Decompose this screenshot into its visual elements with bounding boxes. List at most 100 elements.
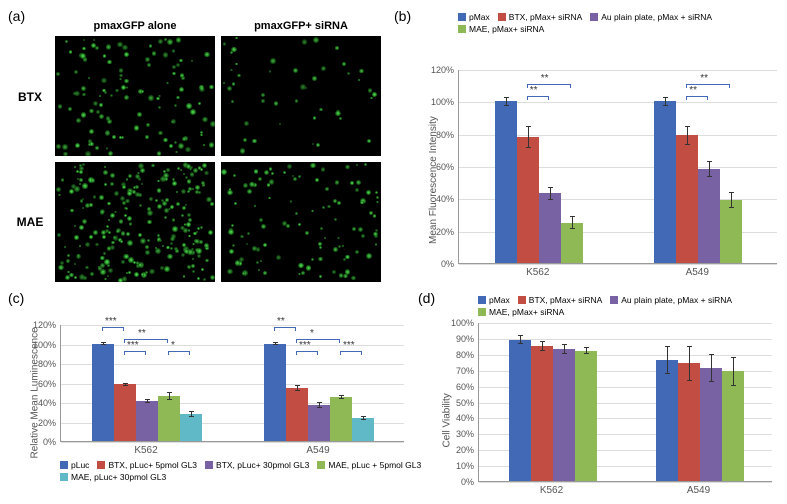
x-group-label: K562	[458, 267, 618, 278]
legend-label: BTX, pLuc+ 30pmol GL3	[216, 460, 309, 470]
bar	[308, 405, 330, 441]
bar	[654, 101, 676, 263]
legend-label: pLuc	[71, 460, 89, 470]
error-bar	[297, 385, 298, 391]
y-axis-label: Mean Fluorescence Intensity	[428, 89, 439, 244]
error-bar	[275, 342, 276, 346]
legend-label: BTX, pMax+ siRNA	[529, 295, 602, 305]
y-tick-label: 90%	[446, 334, 474, 344]
error-bar	[586, 347, 587, 353]
legend-swatch	[478, 296, 486, 304]
chart-b: pMax BTX, pMax+ siRNA Au plain plate, pMax…	[410, 12, 785, 282]
sig-bracket	[686, 96, 708, 97]
micro-header-1: pmaxGFP alone	[55, 20, 215, 32]
bar	[158, 396, 180, 441]
bar	[264, 344, 286, 442]
error-bar	[733, 357, 734, 386]
sig-bracket	[686, 84, 730, 85]
legend-item: MAE, pMax+ siRNA	[458, 24, 544, 34]
bar	[517, 137, 539, 263]
gridline	[459, 70, 777, 71]
legend-swatch	[317, 461, 325, 469]
error-bar	[572, 216, 573, 229]
plot-area	[478, 323, 772, 482]
legend-item: MAE, pLuc+ 30pmol GL3	[60, 472, 166, 482]
sig-bracket	[124, 351, 146, 352]
micro-btx-sirna	[221, 36, 381, 156]
legend-label: BTX, pMax+ siRNA	[509, 12, 582, 22]
panel-a-label: (a)	[8, 8, 25, 24]
error-bar	[520, 335, 521, 345]
sig-label: **	[689, 85, 697, 96]
chart-d: pMaxBTX, pMax+ siRNAAu plain plate, pMax…	[430, 295, 780, 500]
bar	[698, 169, 720, 263]
micro-btx-alone	[55, 36, 215, 156]
y-axis-label: Relative Mean Luminescence	[30, 308, 41, 458]
legend-item: BTX, pLuc+ 30pmol GL3	[205, 460, 309, 470]
error-bar	[169, 392, 170, 400]
legend-swatch	[590, 13, 598, 21]
sig-label: ***	[105, 316, 117, 327]
legend-item: MAE, pMax+ siRNA	[478, 307, 564, 317]
legend-label: BTX, pLuc+ 5pmol GL3	[108, 460, 197, 470]
legend-item: BTX, pLuc+ 5pmol GL3	[97, 460, 197, 470]
legend-label: Au plain plate, pMax + siRNA	[621, 295, 732, 305]
bar	[92, 344, 114, 442]
error-bar	[667, 346, 668, 375]
error-bar	[550, 187, 551, 200]
bar	[180, 414, 202, 441]
legend-item: BTX, pMax+ siRNA	[518, 295, 602, 305]
sig-label: **	[700, 73, 708, 84]
panel-b-label: (b)	[394, 8, 411, 24]
legend-swatch	[458, 13, 466, 21]
error-bar	[125, 383, 126, 387]
plot-area	[458, 70, 777, 264]
legend-item: MAE, pLuc + 5pmol GL3	[317, 460, 421, 470]
sig-bracket	[296, 351, 318, 352]
legend-label: Au plain plate, pMax + siRNA	[601, 12, 712, 22]
sig-label: ***	[299, 340, 311, 351]
bar	[656, 360, 678, 481]
legend-swatch	[518, 296, 526, 304]
legend-item: pMax	[458, 12, 490, 22]
bar	[509, 340, 531, 482]
legend-label: MAE, pMax+ siRNA	[469, 24, 544, 34]
bar	[286, 388, 308, 441]
legend-swatch	[478, 308, 486, 316]
legend-item: pLuc	[60, 460, 89, 470]
error-bar	[191, 411, 192, 417]
error-bar	[528, 126, 529, 149]
legend-swatch	[97, 461, 105, 469]
bar	[539, 193, 561, 263]
micro-header-2: pmaxGFP+ siRNA	[221, 20, 381, 32]
bar	[678, 363, 700, 481]
bar	[352, 418, 374, 441]
micro-mae-alone	[55, 162, 215, 282]
micro-mae-sirna	[221, 162, 381, 282]
y-tick-label: 120%	[426, 65, 454, 75]
gridline	[61, 442, 404, 443]
sig-bracket	[124, 339, 168, 340]
bar	[553, 349, 575, 481]
error-bar	[363, 416, 364, 420]
gridline	[459, 264, 777, 265]
error-bar	[147, 399, 148, 403]
sig-label: *	[171, 340, 175, 351]
legend-swatch	[205, 461, 213, 469]
row-label-mae: MAE	[10, 215, 50, 229]
error-bar	[341, 395, 342, 399]
bar	[136, 401, 158, 441]
bar	[676, 135, 698, 263]
x-group-label: A549	[618, 267, 778, 278]
legend-item: Au plain plate, pMax + siRNA	[590, 12, 712, 22]
error-bar	[542, 341, 543, 351]
legend-item: Au plain plate, pMax + siRNA	[610, 295, 732, 305]
y-tick-label: 0%	[446, 477, 474, 487]
legend: pMaxBTX, pMax+ siRNAAu plain plate, pMax…	[478, 295, 772, 319]
error-bar	[506, 97, 507, 107]
error-bar	[709, 161, 710, 177]
gridline	[479, 482, 772, 483]
bar	[531, 346, 553, 481]
error-bar	[711, 354, 712, 383]
x-group-label: A549	[625, 485, 772, 496]
